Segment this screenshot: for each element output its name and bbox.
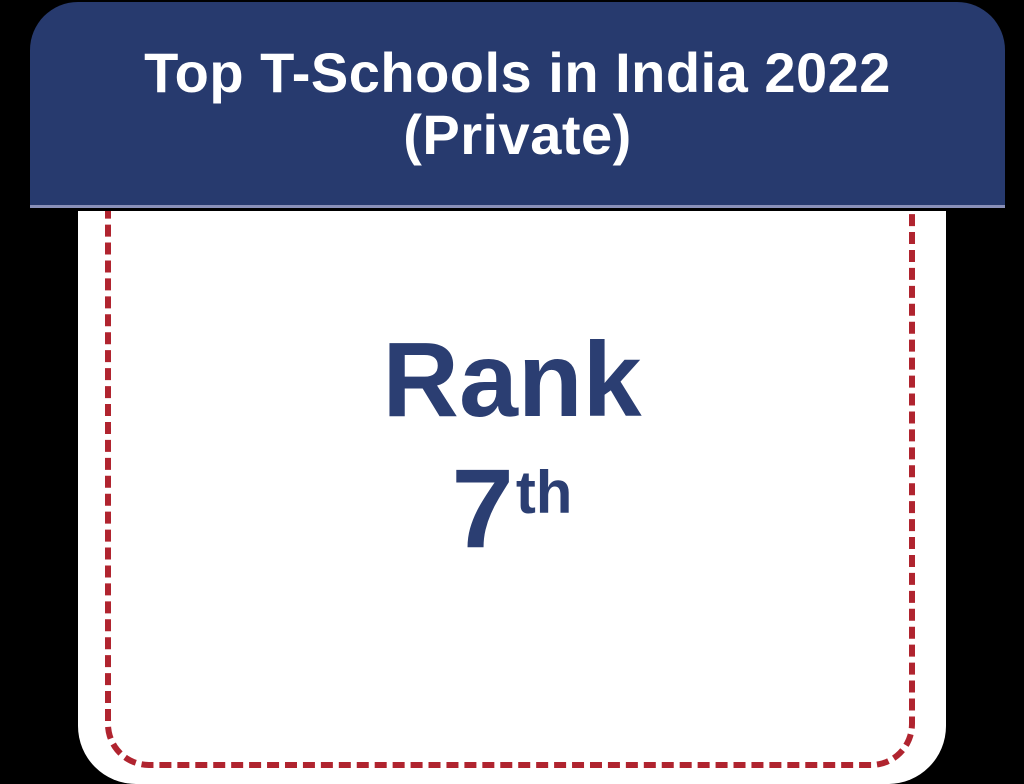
rank-value: 7 — [451, 446, 514, 571]
rank-value-row: 7 th — [452, 453, 573, 565]
badge-title-line-1: Top T-Schools in India 2022 — [144, 40, 891, 104]
rank-card: Rank 7 th — [78, 211, 946, 784]
rank-card-content: Rank 7 th — [78, 211, 946, 784]
rank-ordinal-suffix: th — [515, 459, 573, 526]
rank-label: Rank — [382, 321, 642, 439]
badge-title-line-2: (Private) — [403, 102, 632, 166]
badge-header: Top T-Schools in India 2022 (Private) — [30, 2, 1005, 208]
